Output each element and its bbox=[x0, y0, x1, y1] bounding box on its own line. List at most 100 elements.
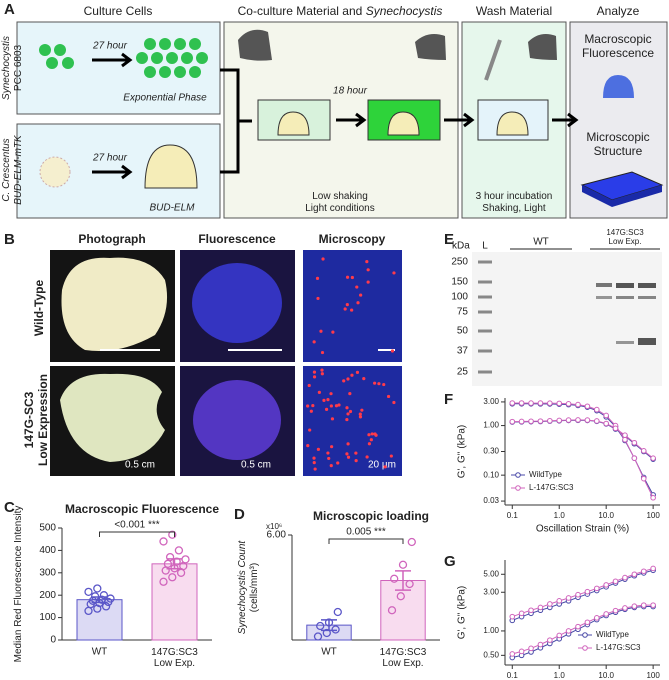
data-point bbox=[322, 628, 331, 638]
data-point bbox=[631, 603, 638, 609]
dot bbox=[365, 455, 369, 459]
dot bbox=[312, 375, 317, 379]
data-point bbox=[575, 591, 581, 598]
dot bbox=[330, 417, 335, 421]
x-tick-label: 0.1 bbox=[507, 511, 519, 520]
data-point bbox=[556, 632, 563, 639]
y-tick-label: 200 bbox=[39, 590, 56, 601]
material-shape bbox=[144, 144, 198, 189]
time: 27 hour bbox=[92, 41, 128, 52]
y-axis-label-line: Median Red Fluorescence Intensity bbox=[13, 506, 24, 663]
dot bbox=[311, 403, 315, 408]
series-line bbox=[512, 604, 654, 655]
column-title: Microscopy bbox=[319, 232, 386, 246]
time: 18 hour bbox=[333, 86, 368, 97]
dot bbox=[327, 456, 331, 461]
data-point bbox=[640, 602, 647, 608]
data-point bbox=[387, 606, 397, 615]
dot bbox=[373, 381, 377, 385]
data-point bbox=[575, 623, 581, 630]
lamp bbox=[238, 29, 272, 61]
dot bbox=[324, 407, 329, 411]
data-point bbox=[181, 555, 190, 564]
dot bbox=[355, 285, 359, 289]
dot bbox=[358, 415, 363, 419]
data-point bbox=[407, 537, 416, 547]
data-point bbox=[405, 579, 414, 589]
dot bbox=[356, 301, 360, 305]
data-point bbox=[547, 601, 553, 607]
dot bbox=[312, 461, 316, 465]
data-point bbox=[650, 494, 656, 501]
data-point bbox=[537, 400, 544, 406]
material: BUD-ELM bbox=[149, 203, 195, 214]
conditions-line: Low shaking bbox=[312, 191, 368, 202]
row-label-line: Low Expression bbox=[36, 374, 50, 466]
legend-marker bbox=[515, 472, 521, 478]
series-line bbox=[512, 403, 654, 496]
data-point bbox=[640, 447, 647, 454]
chart-title: Macroscopic Fluorescence bbox=[65, 502, 219, 516]
significance: 0.005 *** bbox=[346, 527, 386, 538]
analysis: Microscopic Structure bbox=[586, 130, 649, 158]
dot bbox=[369, 438, 373, 442]
ladder-band bbox=[478, 370, 492, 374]
y-tick-label: 0.50 bbox=[483, 650, 499, 659]
row-label-line: Synechocystis bbox=[1, 36, 12, 100]
legend-marker bbox=[582, 645, 588, 651]
dot bbox=[377, 382, 381, 386]
material-shape bbox=[277, 111, 310, 136]
data-point bbox=[518, 610, 525, 617]
dot bbox=[346, 442, 350, 446]
y-tick-label: 0.30 bbox=[483, 447, 499, 456]
data-point bbox=[650, 455, 656, 461]
structure-block-side bbox=[582, 185, 662, 207]
x-tick-label: WT bbox=[92, 647, 108, 658]
data-point bbox=[565, 400, 572, 407]
analysis: Macroscopic Fluorescence bbox=[582, 32, 654, 60]
row-label: Wild-Type bbox=[32, 280, 46, 337]
x-tick-label: 0.1 bbox=[507, 671, 519, 680]
dot bbox=[373, 432, 377, 436]
data-point bbox=[537, 418, 544, 424]
legend-marker bbox=[582, 632, 588, 638]
dot bbox=[350, 308, 354, 312]
significance-bracket bbox=[328, 538, 404, 544]
data-point bbox=[603, 420, 609, 427]
group-label: 147G:SC3 Low Exp. bbox=[606, 228, 644, 246]
cells bbox=[39, 38, 208, 78]
dot bbox=[345, 417, 349, 422]
dot bbox=[319, 329, 323, 333]
data-point bbox=[650, 565, 656, 572]
data-point bbox=[509, 400, 516, 406]
dot bbox=[322, 398, 326, 403]
dot bbox=[309, 409, 313, 413]
y-tick-label: 1.00 bbox=[483, 626, 499, 635]
data-point bbox=[390, 574, 399, 583]
dot bbox=[320, 372, 324, 376]
x-tick-label: 147G:SC3 Low Exp. bbox=[380, 647, 427, 669]
series-line bbox=[512, 569, 654, 621]
y-axis-label: G', G'' (kPa) bbox=[457, 425, 468, 479]
panel-label: C bbox=[4, 499, 15, 516]
dot bbox=[345, 452, 349, 456]
panel-e: E kDa L WT 147G:SC3 Low Exp. 250 150 100 75 5… bbox=[444, 228, 662, 386]
chart-title: Microscopic loading bbox=[313, 509, 429, 523]
data-point bbox=[172, 557, 181, 566]
data-point bbox=[584, 403, 591, 410]
fluorescence-blob bbox=[192, 263, 282, 343]
gel-bands bbox=[596, 283, 656, 345]
data-point bbox=[603, 412, 609, 419]
group-label-line: Low Exp. bbox=[609, 237, 642, 246]
y-tick-label: 0.10 bbox=[483, 470, 499, 479]
data-point bbox=[84, 587, 93, 596]
x-tick-label: 100 bbox=[646, 671, 660, 680]
data-point bbox=[509, 418, 516, 425]
x-tick-label: 10.0 bbox=[598, 511, 614, 520]
row-label-line: C. Crescentus bbox=[1, 138, 12, 201]
data-point bbox=[518, 400, 525, 406]
row-label: SynechocystisPCC 6803 bbox=[1, 36, 24, 100]
data-point bbox=[640, 568, 647, 575]
material-photo bbox=[61, 257, 168, 351]
series-line bbox=[512, 567, 654, 618]
